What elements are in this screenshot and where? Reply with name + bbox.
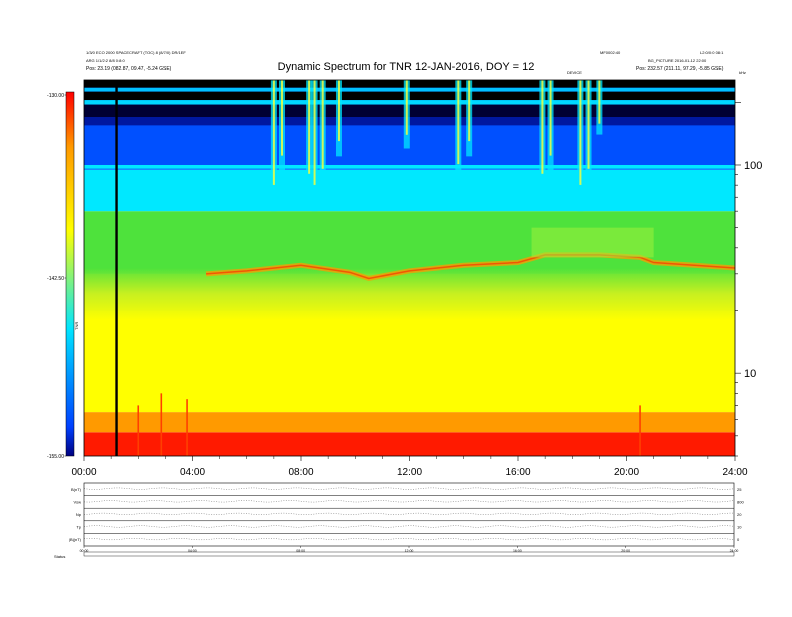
lower-x-tick-label: 12:00 (405, 549, 414, 553)
left-info-1: 1/3/0 ECO 2000 SPACECRAFT (TOC) 8 (8/7/0… (86, 50, 186, 55)
panel-right-tick: 25 (737, 487, 742, 492)
lower-x-tick-label: 16:00 (513, 549, 522, 553)
spectrum-band (84, 412, 735, 433)
radio-burst-core (468, 80, 471, 142)
colorbar-tick-label: -130.00 (47, 93, 64, 99)
left-position: Pos: 23.19 (082.87, 09.47, -5.24 GSE) (86, 66, 172, 72)
radio-burst-core (308, 80, 311, 174)
spectrum-enhancement (531, 227, 654, 258)
low-freq-spike (160, 393, 163, 456)
colorbar-labels: -130.00 -142.50 -155.00 (47, 93, 66, 460)
lower-x-tick-label: 04:00 (188, 549, 197, 553)
right-info-2: L2:0/0:0 08:1 (700, 50, 724, 55)
colorbar-tick-label: -155.00 (47, 454, 64, 460)
y-tick-label: 100 (744, 160, 762, 172)
x-tick-label: 16:00 (505, 467, 530, 478)
spectrogram-x-axis: 00:00 04:00 08:00 12:00 16:00 20:00 24:00 (71, 456, 748, 478)
panel-label: |B|(nT) (69, 537, 82, 542)
left-info-2: ARG 1/1/2:2 8/8 0:8:0 (86, 58, 125, 63)
radio-burst-core (281, 80, 284, 156)
status-label: Status (54, 554, 65, 559)
event-marker: DEVICE (567, 70, 582, 75)
radio-burst-core (321, 80, 324, 169)
radio-burst-core (337, 80, 340, 142)
panel-trace (83, 487, 735, 490)
radio-burst-core (549, 80, 552, 156)
spectrogram (84, 80, 735, 456)
panel-right-tick: 800 (737, 499, 744, 504)
spectrum-transition (84, 268, 735, 321)
low-freq-spike (137, 405, 140, 456)
right-info-1: MF0002:40 (600, 50, 621, 55)
x-tick-label: 24:00 (722, 467, 747, 478)
lower-x-tick-label: 24:00 (730, 549, 739, 553)
spectrum-band (84, 169, 735, 212)
panel-trace (83, 538, 735, 541)
panel-label: Np (76, 512, 82, 517)
low-freq-spike (186, 399, 188, 456)
x-tick-label: 04:00 (180, 467, 205, 478)
radio-burst-core (272, 80, 275, 185)
chart-title: Dynamic Spectrum for TNR 12-JAN-2016, DO… (278, 61, 535, 73)
panel-trace (83, 500, 735, 503)
radio-burst-core (541, 80, 544, 174)
panel-trace (83, 512, 734, 515)
panel-trace (83, 525, 735, 528)
panel-right-tick: 10 (737, 525, 742, 530)
radio-burst-core (598, 80, 601, 124)
spectrum-band (84, 432, 735, 456)
panel-right-tick: 20 (737, 512, 742, 517)
spectrum-stripe (84, 164, 735, 169)
spectrogram-y-axis: 10 100 (735, 102, 762, 457)
x-tick-label: 20:00 (614, 467, 639, 478)
panel-label: B(nT) (71, 487, 82, 492)
panel-right-tick: 0 (737, 537, 740, 542)
y-tick-label: 10 (744, 368, 756, 380)
low-freq-spike (639, 405, 641, 456)
radio-burst-core (457, 80, 460, 165)
panel-label: Tp (76, 525, 81, 530)
right-info-3: BG_PICTURE 2016-01-12 22:00 (648, 58, 707, 63)
lower-x-tick-label: 00:00 (80, 549, 89, 553)
x-tick-label: 00:00 (71, 467, 96, 478)
radio-burst-core (405, 80, 408, 135)
panel-label: Vsw (73, 499, 81, 504)
corner-tag: kHz (739, 70, 746, 75)
radio-burst-core (579, 80, 582, 185)
lower-x-tick-label: 20:00 (621, 549, 630, 553)
radio-burst-core (587, 80, 590, 169)
colorbar-label: TNR (74, 322, 79, 330)
spectrum-band (84, 310, 735, 413)
x-tick-label: 08:00 (288, 467, 313, 478)
lower-frame (83, 482, 735, 547)
colorbar (65, 91, 75, 457)
colorbar-tick-label: -142.50 (47, 276, 64, 282)
status-bar (83, 551, 735, 557)
data-gap-line (115, 80, 118, 456)
x-tick-label: 12:00 (397, 467, 422, 478)
radio-burst-core (313, 80, 316, 185)
right-position: Pos: 232.57 (211.11, 97.29, -5.85 GSE) (636, 66, 724, 72)
lower-x-tick-label: 08:00 (296, 549, 305, 553)
solar-wind-panels: B(nT) 25 Vsw 800 Np 20 Tp 10 |B|(nT) 0 00:00 04:00 0… (69, 482, 744, 557)
